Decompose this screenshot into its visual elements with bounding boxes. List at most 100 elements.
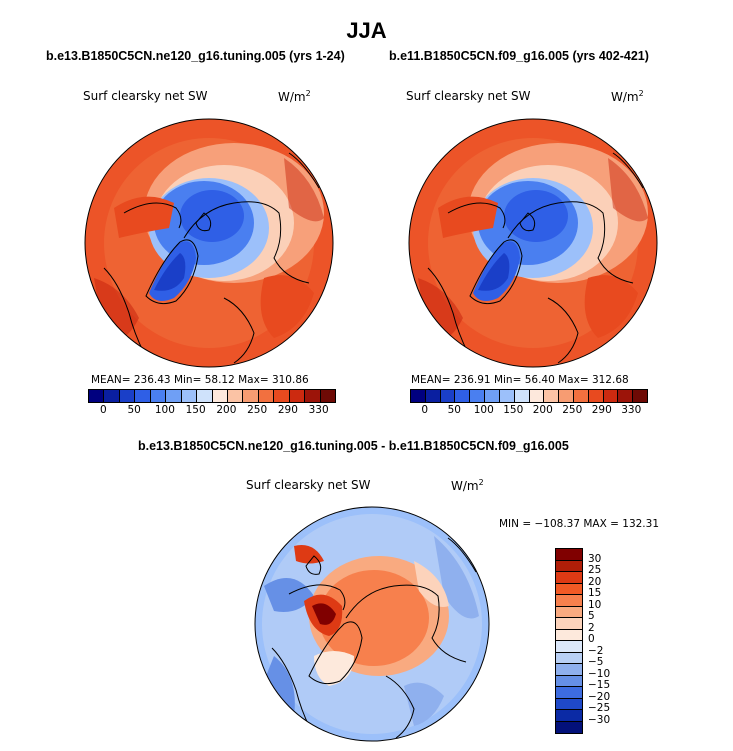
colorbar-swatch xyxy=(556,710,582,722)
panel-2-subtitle: b.e11.B1850C5CN.f09_g16.005 (yrs 402-421… xyxy=(389,49,649,63)
colorbar-swatch xyxy=(556,641,582,653)
colorbar-swatch xyxy=(104,390,120,402)
colorbar-tick-label: 50 xyxy=(127,404,141,416)
colorbar-tick-label: −5 xyxy=(588,656,604,668)
colorbar-swatch xyxy=(544,390,560,402)
colorbar-swatch xyxy=(556,572,582,584)
colorbar-tick-label: 15 xyxy=(588,587,602,599)
colorbar-tick-label: −20 xyxy=(588,690,611,703)
panel-2-units-label: W/m2 xyxy=(611,89,644,104)
colorbar-swatch xyxy=(556,549,582,561)
colorbar-tick-label: 0 xyxy=(588,633,595,645)
colorbar-swatch xyxy=(485,390,500,402)
colorbar-tick-label: 250 xyxy=(247,404,268,416)
colorbar-swatch xyxy=(588,390,604,402)
colorbar-swatch xyxy=(243,390,259,402)
colorbar-tick-label: −25 xyxy=(588,702,611,714)
colorbar-swatch xyxy=(440,390,456,402)
colorbar-swatch xyxy=(514,390,530,402)
diff-panel-variable-label: Surf clearsky net SW xyxy=(246,478,371,492)
colorbar-swatch xyxy=(425,390,441,402)
colorbar-tick-label: 0 xyxy=(100,404,107,416)
colorbar-swatch xyxy=(556,698,582,710)
colorbar-swatch xyxy=(603,390,619,402)
colorbar-tick-label: 100 xyxy=(473,404,494,416)
panel-2-stats: MEAN= 236.91 Min= 56.40 Max= 312.68 xyxy=(411,374,629,386)
colorbar-tick-label: 200 xyxy=(216,404,237,416)
colorbar-swatch xyxy=(89,390,105,402)
colorbar-swatch xyxy=(556,595,582,607)
panel-1-units-label: W/m2 xyxy=(278,89,311,104)
colorbar-tick-label: −2 xyxy=(588,644,604,657)
colorbar-tick-label: −10 xyxy=(588,667,611,680)
colorbar-tick-label: 10 xyxy=(588,598,602,611)
colorbar-swatch xyxy=(258,390,275,402)
panel-2-polar-map xyxy=(408,118,658,368)
colorbar-tick-label: 50 xyxy=(447,404,461,416)
colorbar-swatch xyxy=(150,390,167,402)
diff-panel-colorbar xyxy=(555,548,583,734)
colorbar-swatch xyxy=(197,390,213,402)
diff-panel-stats: MIN = −108.37 MAX = 132.31 xyxy=(499,518,660,530)
colorbar-tick-label: 25 xyxy=(588,564,602,576)
colorbar-tick-label: 250 xyxy=(562,404,583,416)
colorbar-swatch xyxy=(559,390,574,402)
colorbar-swatch xyxy=(455,390,471,402)
colorbar-swatch xyxy=(411,390,426,402)
colorbar-swatch xyxy=(212,390,228,402)
colorbar-swatch xyxy=(227,390,244,402)
panel-1-stats: MEAN= 236.43 Min= 58.12 Max= 310.86 xyxy=(91,374,309,386)
colorbar-tick-label: 290 xyxy=(591,404,612,416)
diff-panel-subtitle: b.e13.B1850C5CN.ne120_g16.tuning.005 - b… xyxy=(138,439,569,453)
panel-2-variable-label: Surf clearsky net SW xyxy=(406,89,531,103)
colorbar-tick-label: −15 xyxy=(588,679,611,691)
colorbar-tick-label: 200 xyxy=(532,404,553,416)
diff-panel-colorbar-ticks: 30 25 20 15 10 5 2 0 −2 −5 −10 −15 −20 −25 −30 xyxy=(588,548,628,738)
panel-1-variable-label: Surf clearsky net SW xyxy=(83,89,208,103)
colorbar-swatch xyxy=(556,629,582,641)
colorbar-swatch xyxy=(556,652,582,664)
colorbar-swatch xyxy=(529,390,545,402)
colorbar-tick-label: 150 xyxy=(185,404,206,416)
colorbar-tick-label: 2 xyxy=(588,621,595,634)
colorbar-swatch xyxy=(119,390,136,402)
colorbar-tick-label: 0 xyxy=(421,404,429,416)
colorbar-swatch xyxy=(274,390,290,402)
colorbar-swatch xyxy=(135,390,151,402)
figure-title: JJA xyxy=(346,18,387,43)
colorbar-tick-label: 290 xyxy=(277,404,298,416)
colorbar-tick-label: 330 xyxy=(308,404,329,416)
colorbar-swatch xyxy=(633,390,647,402)
colorbar-swatch xyxy=(181,390,198,402)
colorbar-swatch xyxy=(618,390,634,402)
colorbar-swatch xyxy=(556,606,582,618)
panel-1-colorbar-ticks: 0 50 100 150 200 250 290 330 xyxy=(88,404,334,418)
colorbar-swatch xyxy=(556,618,582,630)
diff-panel-polar-map xyxy=(254,506,490,742)
colorbar-swatch xyxy=(573,390,589,402)
colorbar-swatch xyxy=(556,560,582,572)
colorbar-swatch xyxy=(556,664,582,676)
colorbar-swatch xyxy=(166,390,182,402)
panel-1-colorbar xyxy=(88,389,336,403)
panel-1-polar-map xyxy=(84,118,334,368)
colorbar-swatch xyxy=(499,390,515,402)
colorbar-swatch xyxy=(289,390,306,402)
panel-2-colorbar xyxy=(410,389,648,403)
colorbar-swatch xyxy=(556,583,582,595)
colorbar-tick-label: 30 xyxy=(588,552,602,565)
panel-1-subtitle: b.e13.B1850C5CN.ne120_g16.tuning.005 (yr… xyxy=(46,49,345,63)
colorbar-swatch xyxy=(320,390,335,402)
colorbar-swatch xyxy=(556,687,582,699)
colorbar-tick-label: 330 xyxy=(621,404,642,416)
colorbar-tick-label: −30 xyxy=(588,713,611,726)
colorbar-swatch xyxy=(556,721,582,733)
diff-panel-units-label: W/m2 xyxy=(451,478,484,493)
colorbar-tick-label: 20 xyxy=(588,575,602,588)
colorbar-tick-label: 100 xyxy=(154,404,175,416)
colorbar-tick-label: 5 xyxy=(588,610,595,622)
colorbar-tick-label: 150 xyxy=(503,404,524,416)
colorbar-swatch xyxy=(305,390,321,402)
colorbar-swatch xyxy=(556,675,582,687)
colorbar-swatch xyxy=(470,390,486,402)
